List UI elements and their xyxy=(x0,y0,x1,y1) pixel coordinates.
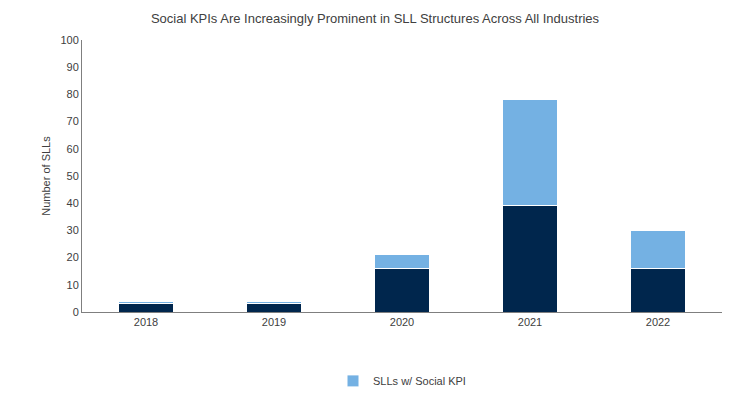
svg-text:100: 100 xyxy=(60,34,78,46)
svg-text:90: 90 xyxy=(67,61,79,73)
svg-text:10: 10 xyxy=(67,279,79,291)
svg-text:80: 80 xyxy=(67,88,79,100)
svg-text:60: 60 xyxy=(67,143,79,155)
svg-text:2019: 2019 xyxy=(262,316,286,328)
svg-text:2018: 2018 xyxy=(134,316,158,328)
svg-text:2020: 2020 xyxy=(390,316,414,328)
svg-text:SLLs w/ Social KPI: SLLs w/ Social KPI xyxy=(373,375,466,387)
svg-text:Number of SLLs: Number of SLLs xyxy=(40,136,52,216)
svg-text:0: 0 xyxy=(73,306,79,318)
svg-text:70: 70 xyxy=(67,115,79,127)
svg-text:20: 20 xyxy=(67,251,79,263)
svg-text:2021: 2021 xyxy=(518,316,542,328)
svg-text:40: 40 xyxy=(67,197,79,209)
svg-text:50: 50 xyxy=(67,170,79,182)
svg-text:Social KPIs Are Increasingly P: Social KPIs Are Increasingly Prominent i… xyxy=(151,11,600,26)
svg-text:30: 30 xyxy=(67,224,79,236)
svg-text:2022: 2022 xyxy=(646,316,670,328)
